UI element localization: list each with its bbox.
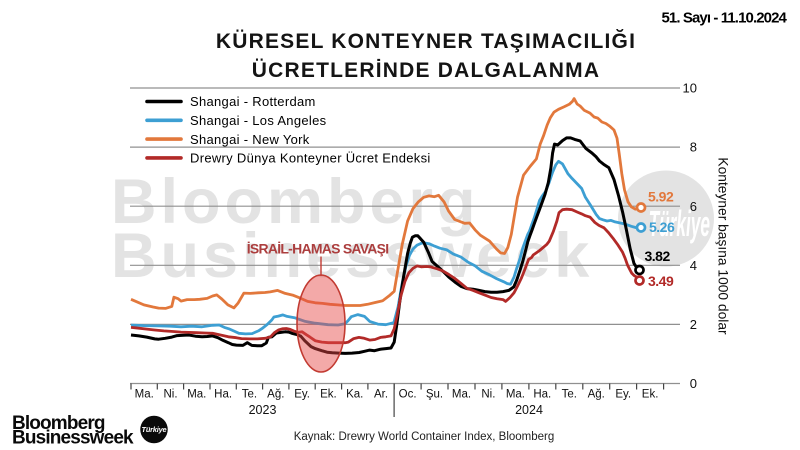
svg-text:Ağ.: Ağ.	[267, 389, 284, 401]
svg-text:Ni.: Ni.	[163, 389, 177, 401]
svg-text:Ma.: Ma.	[135, 389, 154, 401]
svg-text:Ey.: Ey.	[615, 389, 631, 401]
svg-text:8: 8	[690, 140, 697, 155]
svg-text:3.82: 3.82	[645, 248, 671, 264]
svg-text:Shangai - Los Angeles: Shangai - Los Angeles	[190, 113, 327, 128]
svg-text:Ma.: Ma.	[506, 389, 525, 401]
svg-text:Te.: Te.	[242, 389, 257, 401]
svg-text:Bloomberg: Bloomberg	[111, 167, 480, 237]
svg-text:Ar.: Ar.	[374, 389, 388, 401]
svg-text:İSRAİL-HAMAS SAVAŞI: İSRAİL-HAMAS SAVAŞI	[247, 240, 389, 256]
svg-text:Shangai - New York: Shangai - New York	[190, 132, 310, 147]
svg-text:Kaynak: Drewry World Container: Kaynak: Drewry World Container Index, Bl…	[294, 431, 555, 443]
svg-text:4: 4	[690, 258, 697, 273]
svg-text:Ni.: Ni.	[481, 389, 495, 401]
svg-text:2023: 2023	[249, 403, 277, 417]
svg-text:Şu.: Şu.	[426, 389, 443, 401]
svg-text:KÜRESEL KONTEYNER TAŞIMACILIĞI: KÜRESEL KONTEYNER TAŞIMACILIĞI	[216, 29, 636, 53]
svg-text:5.26: 5.26	[649, 219, 675, 235]
svg-text:2024: 2024	[515, 403, 543, 417]
svg-text:Ey.: Ey.	[294, 389, 310, 401]
svg-text:Drewry Dünya Konteyner Ücret E: Drewry Dünya Konteyner Ücret Endeksi	[190, 151, 431, 166]
svg-text:Businessweek: Businessweek	[111, 221, 593, 291]
svg-text:Ek.: Ek.	[642, 389, 659, 401]
svg-text:Ek.: Ek.	[320, 389, 337, 401]
svg-text:5.92: 5.92	[648, 189, 674, 205]
svg-text:Ma.: Ma.	[452, 389, 471, 401]
svg-text:Konteyner başına 1000 dolar: Konteyner başına 1000 dolar	[716, 157, 731, 335]
svg-text:Oc.: Oc.	[399, 389, 417, 401]
svg-text:ÜCRETLERİNDE DALGALANMA: ÜCRETLERİNDE DALGALANMA	[252, 59, 600, 82]
svg-text:Ma.: Ma.	[187, 389, 206, 401]
svg-text:51. Sayı - 11.10.2024: 51. Sayı - 11.10.2024	[661, 10, 787, 27]
svg-text:Businessweek: Businessweek	[12, 428, 134, 449]
svg-text:Ha.: Ha.	[533, 389, 551, 401]
svg-text:3.49: 3.49	[648, 273, 674, 289]
svg-text:2: 2	[690, 317, 697, 332]
svg-text:10: 10	[683, 81, 697, 96]
svg-text:Türkiye: Türkiye	[649, 203, 710, 244]
svg-text:Ha.: Ha.	[214, 389, 232, 401]
svg-text:6: 6	[690, 199, 697, 214]
svg-text:Bloomberg: Bloomberg	[12, 413, 105, 434]
svg-text:Shangai - Rotterdam: Shangai - Rotterdam	[190, 94, 316, 109]
svg-text:0: 0	[690, 376, 697, 391]
svg-text:Türkiye: Türkiye	[142, 425, 167, 434]
svg-text:Te.: Te.	[562, 389, 577, 401]
svg-text:Ağ.: Ağ.	[588, 389, 605, 401]
svg-text:Ka.: Ka.	[346, 389, 363, 401]
